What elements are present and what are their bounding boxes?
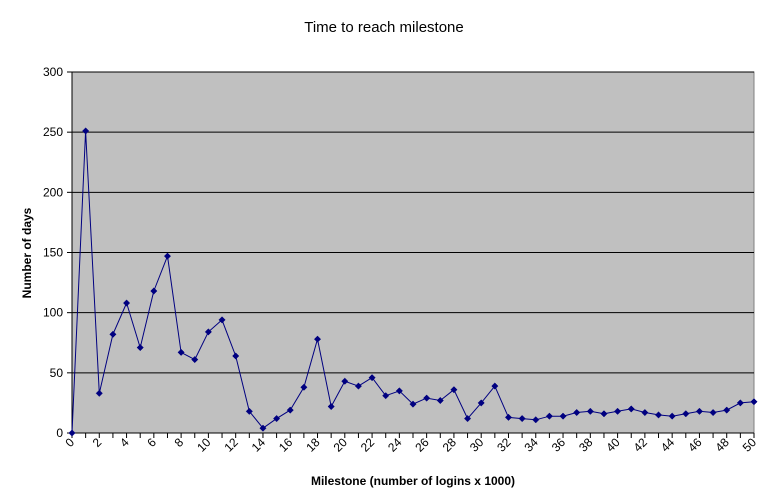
y-tick-label-250: 250 [43,125,63,139]
x-tick-label-34: 34 [522,435,542,455]
data-point-15 [273,415,281,423]
x-tick-label-36: 36 [549,435,569,455]
data-point-25 [409,400,417,408]
y-tick-label-50: 50 [50,366,64,380]
x-tick-label-22: 22 [358,435,378,455]
data-point-35 [545,412,553,420]
data-point-17 [300,383,308,391]
data-point-12 [232,352,240,360]
data-point-7 [163,252,172,260]
data-point-21 [354,382,362,390]
data-point-23 [382,392,390,400]
data-point-22 [368,374,376,382]
x-tick-label-20: 20 [331,435,351,455]
data-point-1 [82,127,90,135]
y-tick-label-0: 0 [56,426,63,440]
x-tick-label-40: 40 [603,435,623,455]
data-point-6 [150,287,158,295]
data-point-5 [136,344,144,352]
data-point-50 [750,398,758,406]
y-tick-label-200: 200 [43,185,63,199]
data-point-28 [450,386,458,394]
data-point-3 [109,330,117,338]
x-tick-label-44: 44 [658,435,678,455]
data-point-48 [723,406,731,414]
data-point-45 [682,410,690,418]
x-tick-label-26: 26 [412,435,432,455]
data-point-0 [68,429,76,437]
x-tick-label-48: 48 [712,435,732,455]
x-tick-label-50: 50 [740,435,760,455]
x-tick-label-16: 16 [276,435,296,455]
data-point-20 [341,377,349,385]
data-point-27 [436,396,444,405]
x-tick-label-30: 30 [467,435,487,455]
data-point-18 [313,335,322,343]
data-point-10 [204,328,212,336]
data-point-39 [600,410,608,418]
data-point-44 [668,412,676,420]
data-point-46 [695,407,703,415]
x-axis-label: Milestone (number of logins x 1000) [311,474,515,488]
x-tick-label-46: 46 [685,435,705,455]
data-point-31 [491,382,499,390]
x-tick-label-18: 18 [303,435,323,455]
y-axis-label: Number of days [20,207,34,298]
x-tick-label-4: 4 [117,435,132,450]
x-tick-label-12: 12 [221,435,241,455]
data-point-36 [559,412,567,420]
data-point-26 [423,394,431,402]
y-tick-label-100: 100 [43,306,63,320]
data-point-47 [709,408,717,417]
y-tick-label-150: 150 [43,246,63,260]
data-point-8 [177,348,185,356]
data-point-41 [627,405,635,413]
x-tick-label-0: 0 [62,435,77,450]
data-point-4 [123,299,131,307]
x-tick-label-28: 28 [440,435,460,455]
data-point-14 [259,424,267,432]
x-tick-label-10: 10 [194,435,214,455]
data-point-34 [532,416,540,424]
data-point-29 [464,415,472,423]
data-point-30 [477,399,485,407]
data-point-40 [614,407,622,415]
x-tick-label-32: 32 [494,435,514,455]
x-tick-label-6: 6 [144,435,159,450]
data-point-43 [654,411,663,419]
y-tick-label-300: 300 [43,65,63,79]
x-tick-label-8: 8 [172,435,187,450]
data-point-2 [95,389,103,397]
data-point-19 [327,402,335,411]
x-tick-label-24: 24 [385,435,405,455]
x-tick-label-42: 42 [631,435,651,455]
data-point-37 [573,408,581,417]
data-point-16 [286,406,294,414]
x-tick-label-2: 2 [90,435,105,450]
data-point-13 [245,407,253,415]
data-point-9 [191,356,199,364]
data-point-24 [395,387,403,395]
x-tick-label-14: 14 [249,435,269,455]
data-point-11 [218,316,226,324]
x-tick-label-38: 38 [576,435,596,455]
data-point-49 [736,399,744,407]
data-point-33 [518,415,526,423]
data-point-42 [641,408,649,417]
data-point-32 [504,413,513,421]
chart-title: Time to reach milestone [304,19,464,36]
data-point-38 [586,407,594,415]
